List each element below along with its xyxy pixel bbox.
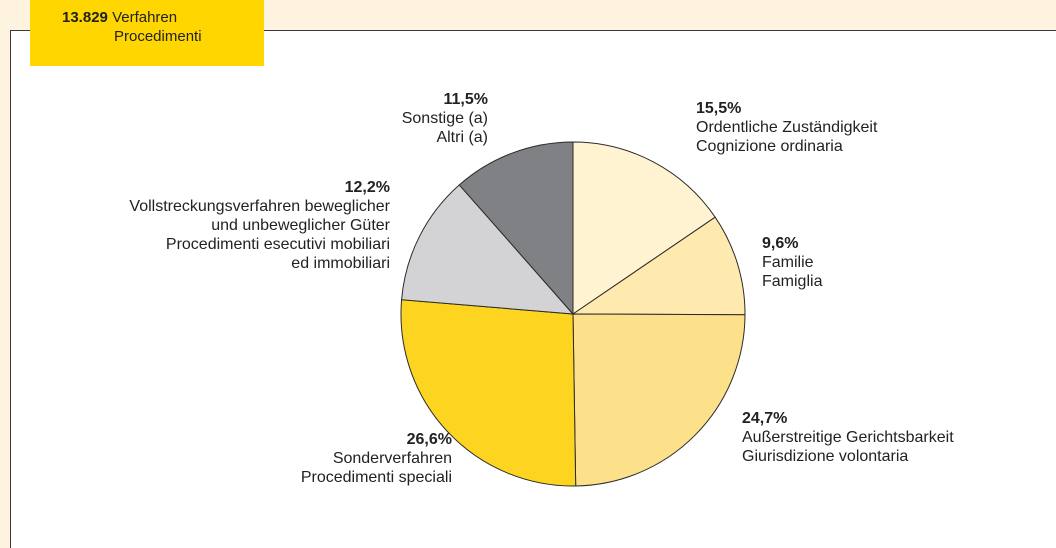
- slice-percent-label-0: 15,5%: [696, 100, 741, 117]
- slice-label-0-line-1: Cognizione ordinaria: [696, 138, 843, 155]
- pie-slice-5: [458, 141, 574, 316]
- slice-label-1-line-0: Familie: [762, 254, 814, 271]
- slice-label-4-line-3: ed immobiliari: [291, 255, 390, 272]
- slice-label-5-line-0: Sonstige (a): [402, 110, 488, 127]
- slice-label-2-line-0: Außerstreitige Gerichtsbarkeit: [742, 429, 954, 446]
- pie-slice-0: [572, 141, 716, 315]
- slice-label-4-line-2: Procedimenti esecutivi mobiliari: [166, 236, 390, 253]
- slice-percent-label-5: 11,5%: [444, 91, 488, 108]
- slice-label-0-line-0: Ordentliche Zuständigkeit: [696, 119, 878, 136]
- slice-percent-label-1: 9,6%: [762, 235, 798, 252]
- slice-percent-label-3: 26,6%: [407, 431, 452, 448]
- title-de: Verfahren: [112, 9, 178, 26]
- title-it: Procedimenti: [114, 28, 202, 45]
- slice-label-3-line-0: Sonderverfahren: [333, 450, 452, 467]
- slice-label-5-line-1: Altri (a): [436, 129, 488, 146]
- pie-slice-4: [401, 184, 575, 315]
- pie-slice-1: [571, 216, 746, 316]
- title-badge: 13.829 Verfahren Procedimenti: [30, 0, 264, 66]
- slice-label-4-line-0: Vollstreckungsverfahren beweglicher: [129, 198, 390, 215]
- total-count: 13.829: [62, 9, 108, 26]
- pie-slice-2: [572, 313, 746, 487]
- pie-slice-3: [400, 299, 577, 487]
- slice-label-4-line-1: und unbeweglicher Güter: [211, 217, 390, 234]
- slice-percent-label-2: 24,7%: [742, 410, 787, 427]
- slice-percent-label-4: 12,2%: [345, 179, 390, 196]
- slice-label-1-line-1: Famiglia: [762, 273, 823, 290]
- slice-label-3-line-1: Procedimenti speciali: [301, 469, 452, 486]
- slice-label-2-line-1: Giurisdizione volontaria: [742, 448, 908, 465]
